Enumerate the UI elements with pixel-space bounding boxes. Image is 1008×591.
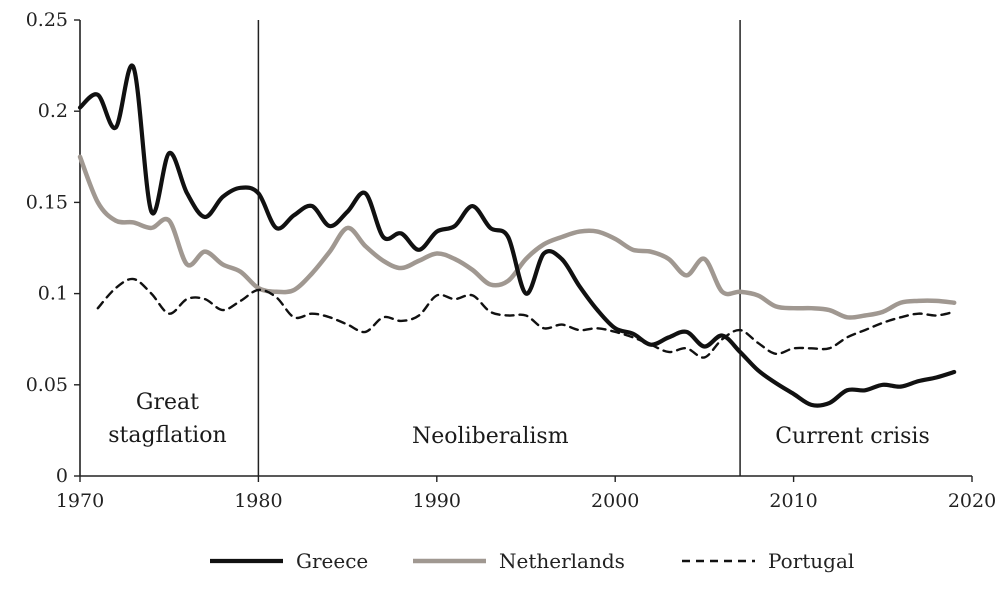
y-tick-label: 0.1 [38,283,68,305]
x-tick-label: 2010 [769,490,817,512]
period-label: Current crisis [775,424,930,449]
axes: 0 0.05 0.1 0.15 0.2 0.25 1970 1980 1990 2000 2010 2… [26,9,996,512]
x-tick-label: 2000 [591,490,639,512]
x-tick-label: 1980 [234,490,282,512]
x-tick-label: 1970 [56,490,104,512]
y-tick-label: 0.15 [26,191,68,213]
period-label: Great [136,390,199,415]
legend-label-portugal: Portugal [768,549,854,573]
legend-label-netherlands: Netherlands [499,549,625,573]
period-label: stagflation [108,423,226,448]
x-tick-label: 2020 [948,490,996,512]
period-labels: Great stagflation Neoliberalism Current cri… [108,390,930,449]
legend: Greece Netherlands Portugal [210,549,854,573]
x-tick-label: 1990 [413,490,461,512]
period-dividers [257,20,741,476]
series-line-greece [77,63,957,408]
period-label: Neoliberalism [412,424,569,449]
y-tick-label: 0.2 [38,100,68,122]
series-line-portugal [96,277,956,359]
series-line-netherlands [77,154,957,320]
y-tick-label: 0.25 [26,9,68,31]
series-group [77,63,957,408]
legend-label-greece: Greece [296,549,368,573]
y-tick-label: 0.05 [26,374,68,396]
y-tick-label: 0 [56,465,68,487]
